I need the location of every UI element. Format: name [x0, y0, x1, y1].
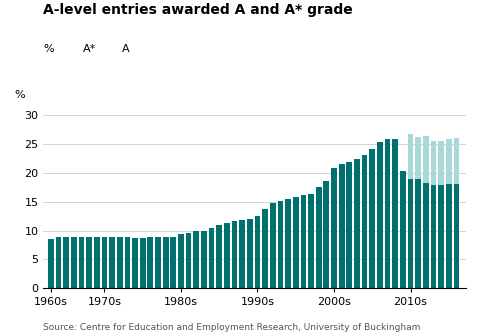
- Bar: [423, 136, 429, 183]
- Bar: [438, 141, 444, 185]
- Bar: [354, 158, 360, 288]
- Bar: [79, 238, 84, 288]
- Bar: [254, 216, 260, 288]
- Bar: [384, 139, 390, 288]
- Text: B: B: [384, 315, 392, 325]
- Bar: [56, 237, 61, 288]
- Bar: [240, 220, 245, 288]
- Bar: [247, 219, 252, 288]
- Bar: [102, 238, 108, 288]
- Bar: [438, 185, 444, 288]
- Bar: [446, 139, 452, 184]
- Bar: [193, 231, 199, 288]
- Bar: [408, 179, 413, 288]
- Bar: [454, 184, 459, 288]
- Text: B: B: [412, 315, 420, 325]
- Bar: [155, 238, 161, 288]
- Bar: [170, 237, 176, 288]
- Text: %: %: [43, 44, 54, 54]
- Text: A-level entries awarded A and A* grade: A-level entries awarded A and A* grade: [43, 3, 353, 17]
- Bar: [224, 223, 230, 288]
- Bar: [400, 171, 406, 288]
- Bar: [124, 238, 130, 288]
- Bar: [285, 199, 291, 288]
- Bar: [431, 185, 436, 288]
- Bar: [63, 237, 69, 288]
- Text: A*: A*: [83, 44, 96, 54]
- Bar: [415, 179, 421, 288]
- Bar: [347, 162, 352, 288]
- Text: A: A: [121, 44, 129, 54]
- Bar: [94, 238, 100, 288]
- Bar: [86, 238, 92, 288]
- Bar: [117, 238, 122, 288]
- Bar: [408, 134, 413, 179]
- Bar: [316, 187, 322, 288]
- Bar: [446, 184, 452, 288]
- Bar: [232, 221, 238, 288]
- Y-axis label: %: %: [15, 90, 25, 100]
- Bar: [308, 194, 314, 288]
- Bar: [140, 238, 145, 288]
- Bar: [277, 201, 283, 288]
- Bar: [147, 238, 153, 288]
- Bar: [423, 183, 429, 288]
- Bar: [454, 138, 459, 184]
- Bar: [163, 238, 168, 288]
- Bar: [71, 238, 77, 288]
- Bar: [270, 203, 276, 288]
- Bar: [293, 197, 299, 288]
- Bar: [324, 181, 329, 288]
- Bar: [132, 238, 138, 288]
- Text: C: C: [442, 315, 449, 325]
- Bar: [209, 228, 215, 288]
- Bar: [300, 195, 306, 288]
- Bar: [262, 209, 268, 288]
- Text: Source: Centre for Education and Employment Research, University of Buckingham: Source: Centre for Education and Employm…: [43, 323, 420, 332]
- Bar: [216, 225, 222, 288]
- Bar: [48, 239, 54, 288]
- Bar: [201, 230, 207, 288]
- Bar: [339, 164, 345, 288]
- Bar: [331, 168, 337, 288]
- Bar: [415, 137, 421, 179]
- Bar: [392, 139, 398, 288]
- Bar: [370, 149, 375, 288]
- Bar: [377, 142, 383, 288]
- Bar: [186, 233, 192, 288]
- Bar: [362, 155, 368, 288]
- Bar: [431, 141, 436, 185]
- Bar: [109, 238, 115, 288]
- Bar: [178, 234, 184, 288]
